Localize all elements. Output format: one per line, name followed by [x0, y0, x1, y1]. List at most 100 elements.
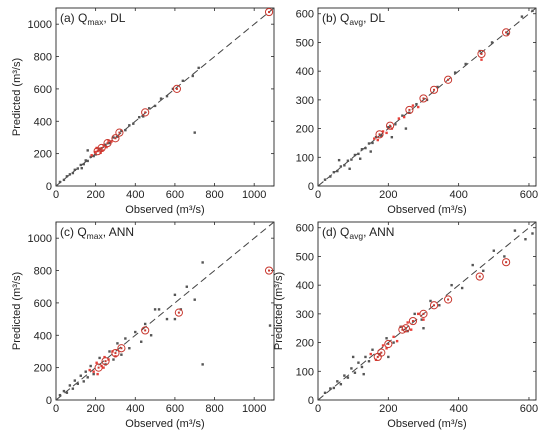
circled-point: [141, 108, 150, 117]
x-tick-label: 200: [379, 403, 397, 415]
x-tick-label: 400: [126, 403, 144, 415]
y-axis-label: Predicted (m³/s): [273, 272, 285, 350]
scatter-point: [201, 363, 204, 366]
scatter-point: [68, 384, 72, 387]
highlight-point: [110, 140, 113, 143]
scatter-point: [65, 391, 69, 394]
circled-point-center: [106, 142, 109, 145]
y-tick-label: 600: [296, 223, 314, 235]
scatter-point: [86, 159, 89, 163]
circled-point: [103, 139, 112, 148]
x-axis-label: Observed (m³/s): [387, 418, 466, 430]
y-tick-label: 0: [308, 395, 314, 407]
circled-point-center: [97, 366, 100, 369]
y-tick-label: 600: [34, 298, 52, 310]
y-tick-label: 800: [34, 52, 52, 64]
scatter-point: [82, 162, 85, 166]
x-tick-label: 800: [205, 403, 223, 415]
reference-line: [55, 7, 275, 187]
scatter-point: [128, 347, 131, 350]
scatter-point: [185, 285, 188, 288]
scatter-point: [89, 364, 92, 368]
highlight-point: [417, 105, 420, 109]
y-tick-label: 200: [296, 338, 314, 350]
scatter-point: [390, 135, 394, 139]
highlight-point: [397, 117, 401, 120]
scatter-point: [492, 249, 496, 252]
y-tick-label: 600: [296, 9, 314, 21]
scatter-point: [124, 337, 127, 340]
x-tick-label: 400: [126, 189, 144, 201]
highlight-point: [385, 131, 388, 135]
scatter-point: [165, 317, 169, 321]
x-axis-label: Observed (m³/s): [387, 204, 466, 216]
panel-title-suffix: , DL: [363, 11, 385, 25]
circled-point: [375, 130, 384, 139]
circled-point-center: [144, 111, 147, 114]
reference-line: [317, 7, 537, 187]
scatter-point: [380, 134, 383, 137]
circled-point-center: [478, 275, 481, 278]
scatter-point: [336, 169, 339, 173]
scatter-point: [357, 152, 360, 156]
scatter-point: [134, 330, 137, 334]
scatter-point: [108, 141, 111, 145]
highlight-point: [409, 328, 413, 331]
panel-title: (a) Qmax, DL: [60, 11, 126, 27]
scatter-point: [128, 124, 131, 127]
y-tick-label: 400: [34, 330, 52, 342]
y-tick-label: 200: [34, 149, 52, 161]
circled-point-center: [422, 312, 425, 315]
scatter-point: [367, 142, 371, 145]
scatter-point: [149, 334, 153, 337]
scatter-point: [348, 167, 351, 170]
scatter-point: [471, 263, 474, 267]
highlight-point: [102, 144, 105, 147]
highlight-point: [102, 366, 105, 369]
scatter-point: [387, 125, 390, 129]
y-tick-label: 300: [296, 95, 314, 107]
x-tick-label: 1000: [242, 189, 266, 201]
scatter-point: [143, 322, 147, 326]
circled-point-center: [378, 133, 381, 136]
scatter-point: [153, 104, 157, 108]
y-tick-label: 0: [46, 395, 52, 407]
circled-point-center: [411, 320, 414, 323]
scatter-point: [482, 269, 485, 273]
panel-title-suffix: , ANN: [363, 225, 394, 239]
circled-point: [443, 295, 453, 304]
y-tick-label: 500: [296, 37, 314, 49]
x-tick-label: 400: [449, 189, 467, 201]
circled-point-center: [404, 327, 407, 330]
scatter-point: [343, 374, 346, 377]
y-tick-label: 200: [296, 124, 314, 136]
y-tick-label: 200: [34, 363, 52, 375]
circled-point-center: [100, 146, 103, 149]
scatter-point: [323, 178, 327, 181]
highlight-point: [480, 58, 483, 61]
scatter-point: [490, 41, 494, 44]
circled-point: [377, 348, 386, 357]
x-tick-label: 0: [315, 189, 321, 201]
highlight-point: [107, 139, 110, 142]
highlight-point: [395, 339, 399, 343]
scatter-point: [268, 324, 272, 327]
circled-point: [405, 105, 414, 115]
y-axis-label: Predicted (m³/s): [11, 58, 23, 136]
scatter-point: [79, 163, 82, 167]
scatter-point: [371, 141, 374, 145]
circled-point: [97, 143, 106, 153]
y-tick-label: 0: [308, 181, 314, 193]
scatter-point: [76, 167, 79, 170]
scatter-point: [147, 107, 151, 110]
panel-1: 0 200 400 600 800 1000 0 200 400 600 800 1000 (a) Qm…: [11, 7, 275, 216]
scatter-point: [157, 308, 161, 311]
scatter-point: [460, 286, 464, 290]
circled-point-center: [114, 352, 117, 355]
reference-line: [317, 221, 537, 401]
reference-line: [55, 221, 275, 401]
highlight-point: [422, 318, 425, 321]
scatter-point: [353, 153, 357, 157]
scatter-point: [120, 353, 123, 356]
scatter-point: [120, 129, 123, 133]
